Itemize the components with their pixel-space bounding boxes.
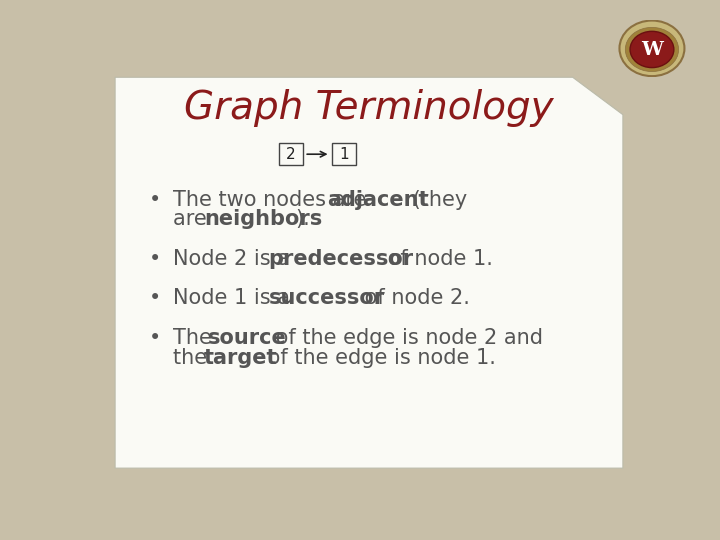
Text: of node 1.: of node 1. [381,249,492,269]
Text: 1: 1 [339,147,348,161]
Text: successor: successor [269,288,384,308]
Text: The: The [173,328,218,348]
Text: source: source [208,328,287,348]
Text: target: target [204,348,278,368]
Text: •: • [148,328,161,348]
FancyBboxPatch shape [279,144,302,165]
Text: •: • [148,190,161,210]
Text: 2: 2 [286,147,296,161]
Text: •: • [148,288,161,308]
Text: neighbors: neighbors [204,210,322,230]
Text: Graph Terminology: Graph Terminology [184,90,554,127]
Polygon shape [115,77,623,468]
Ellipse shape [625,28,679,72]
Text: ).: ). [295,210,310,230]
Text: of node 2.: of node 2. [359,288,470,308]
Text: Node 1 is a: Node 1 is a [173,288,296,308]
Text: Node 2 is a: Node 2 is a [173,249,296,269]
Text: adjacent: adjacent [328,190,429,210]
Text: are: are [173,210,213,230]
Ellipse shape [619,21,685,76]
Text: of the edge is node 1.: of the edge is node 1. [261,348,496,368]
Circle shape [630,31,674,68]
Text: W: W [641,41,663,59]
Text: the: the [173,348,213,368]
Text: of the edge is node 2 and: of the edge is node 2 and [269,328,543,348]
Text: predecessor: predecessor [269,249,413,269]
Text: (they: (they [406,190,467,210]
Text: The two nodes are: The two nodes are [173,190,372,210]
Text: •: • [148,249,161,269]
FancyBboxPatch shape [332,144,356,165]
